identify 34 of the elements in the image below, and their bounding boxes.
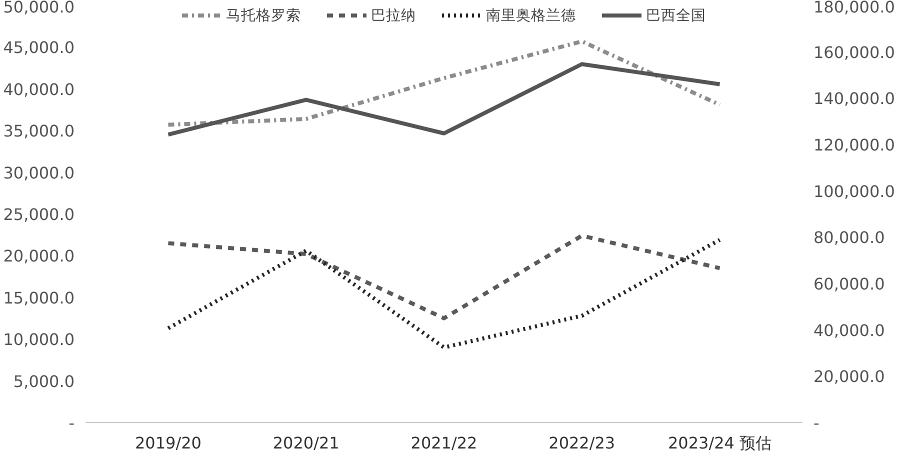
y2-tick-label: 80,000.0 (814, 228, 885, 248)
y-tick-label: - (68, 414, 75, 432)
y-tick-label: 10,000.0 (3, 330, 74, 350)
y-tick-label: 25,000.0 (3, 205, 74, 224)
x-tick-label: 2023/24 预估 (668, 434, 772, 452)
y2-tick-label: 100,000.0 (814, 182, 895, 201)
x-tick-label: 2019/20 (134, 434, 202, 452)
line-series (166, 238, 722, 350)
y-tick-label: 30,000.0 (3, 163, 74, 182)
y2-tick-label: 180,000.0 (814, 0, 895, 16)
x-tick-label: 2020/21 (272, 434, 340, 452)
y2-tick-label: 20,000.0 (814, 367, 885, 386)
line-series (166, 62, 722, 137)
legend-label: 巴拉纳 (371, 6, 416, 24)
y2-tick-label: - (814, 414, 820, 432)
y2-tick-label: 120,000.0 (814, 136, 895, 154)
y-tick-label: 45,000.0 (3, 38, 74, 58)
y-tick-label: 15,000.0 (3, 288, 74, 308)
y-tick-label: 20,000.0 (3, 246, 74, 266)
legend-label: 南里奥格兰德 (486, 6, 576, 24)
y-tick-label: 5,000.0 (13, 372, 75, 391)
y-tick-label: 40,000.0 (3, 80, 74, 99)
x-tick-label: 2021/22 (410, 434, 478, 452)
y2-tick-label: 40,000.0 (814, 320, 885, 340)
y-tick-label: 50,000.0 (3, 0, 74, 16)
legend-label: 马托格罗索 (226, 6, 301, 24)
line-series (166, 39, 722, 127)
y2-tick-label: 140,000.0 (814, 89, 895, 108)
legend-label: 巴西全国 (646, 6, 706, 24)
line-series (166, 234, 722, 320)
y2-tick-label: 160,000.0 (814, 42, 895, 62)
y-tick-label: 35,000.0 (3, 122, 74, 141)
y2-tick-label: 60,000.0 (814, 274, 885, 294)
x-tick-label: 2022/23 (548, 434, 616, 452)
